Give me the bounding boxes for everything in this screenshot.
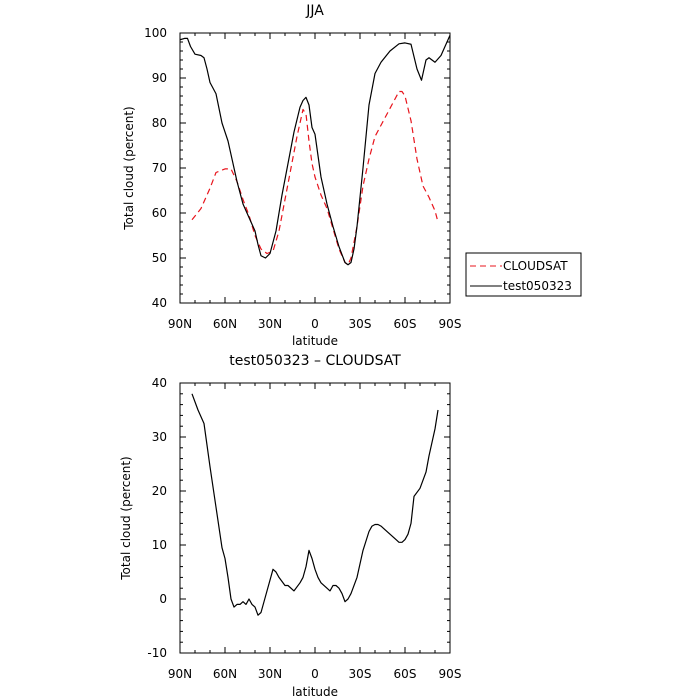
top-x-axis-label: latitude bbox=[292, 334, 338, 348]
legend-label-test050323: test050323 bbox=[503, 279, 572, 293]
bottom-y-tick-label: 20 bbox=[152, 484, 167, 498]
top-y-tick-label: 90 bbox=[152, 71, 167, 85]
bottom-panel: test050323 – CLOUDSAT 90N 60N 30N 0 30S 60S 90… bbox=[119, 353, 461, 699]
bottom-x-tick-label: 60S bbox=[394, 667, 417, 681]
top-y-tick-label: 70 bbox=[152, 161, 167, 175]
top-y-tick-label: 80 bbox=[152, 116, 167, 130]
legend: CLOUDSAT test050323 bbox=[465, 252, 582, 297]
bottom-chart-title: test050323 – CLOUDSAT bbox=[229, 353, 401, 369]
top-y-tick-label: 50 bbox=[152, 251, 167, 265]
top-x-tick-label: 90S bbox=[439, 317, 462, 331]
bottom-x-tick-label: 30S bbox=[349, 667, 372, 681]
bottom-y-axis-label: Total cloud (percent) bbox=[119, 456, 133, 580]
top-y-tick-label: 60 bbox=[152, 206, 167, 220]
top-y-tick-label: 100 bbox=[144, 26, 167, 40]
top-plot-frame bbox=[179, 32, 451, 304]
top-x-tick-label: 90N bbox=[168, 317, 192, 331]
top-x-tick-label: 60N bbox=[213, 317, 237, 331]
bottom-x-tick-label: 90N bbox=[168, 667, 192, 681]
legend-label-cloudsat: CLOUDSAT bbox=[503, 259, 568, 273]
bottom-y-tick-label: 0 bbox=[159, 592, 167, 606]
top-panel: JJA 90N 60N 30N 0 30S 60S 90S 40 50 60 70 80 90 100 l… bbox=[122, 3, 461, 348]
top-y-tick-label: 40 bbox=[152, 296, 167, 310]
top-series-line-test050323 bbox=[179, 35, 451, 266]
bottom-y-tick-label: 10 bbox=[152, 538, 167, 552]
top-y-axis-label: Total cloud (percent) bbox=[122, 106, 136, 230]
bottom-series-line-difference bbox=[191, 393, 439, 616]
top-x-tick-label: 60S bbox=[394, 317, 417, 331]
top-series-line-cloudsat bbox=[191, 90, 439, 266]
bottom-x-tick-label: 60N bbox=[213, 667, 237, 681]
bottom-y-tick-label: 30 bbox=[152, 430, 167, 444]
bottom-plot-area: 90N 60N 30N 0 30S 60S 90S -10 0 10 20 30 40 bbox=[147, 376, 461, 681]
top-x-tick-label: 30N bbox=[258, 317, 282, 331]
bottom-y-tick-label: 40 bbox=[152, 376, 167, 390]
bottom-x-tick-label: 30N bbox=[258, 667, 282, 681]
bottom-x-tick-label: 90S bbox=[439, 667, 462, 681]
legend-box bbox=[465, 252, 582, 297]
bottom-x-axis-label: latitude bbox=[292, 685, 338, 699]
bottom-y-tick-label: -10 bbox=[147, 646, 167, 660]
top-plot-area: 90N 60N 30N 0 30S 60S 90S 40 50 60 70 80 90 100 bbox=[144, 26, 461, 331]
bottom-plot-frame bbox=[179, 382, 451, 654]
bottom-x-tick-label: 0 bbox=[311, 667, 319, 681]
top-x-tick-label: 0 bbox=[311, 317, 319, 331]
top-x-tick-label: 30S bbox=[349, 317, 372, 331]
top-chart-title: JJA bbox=[305, 3, 324, 19]
